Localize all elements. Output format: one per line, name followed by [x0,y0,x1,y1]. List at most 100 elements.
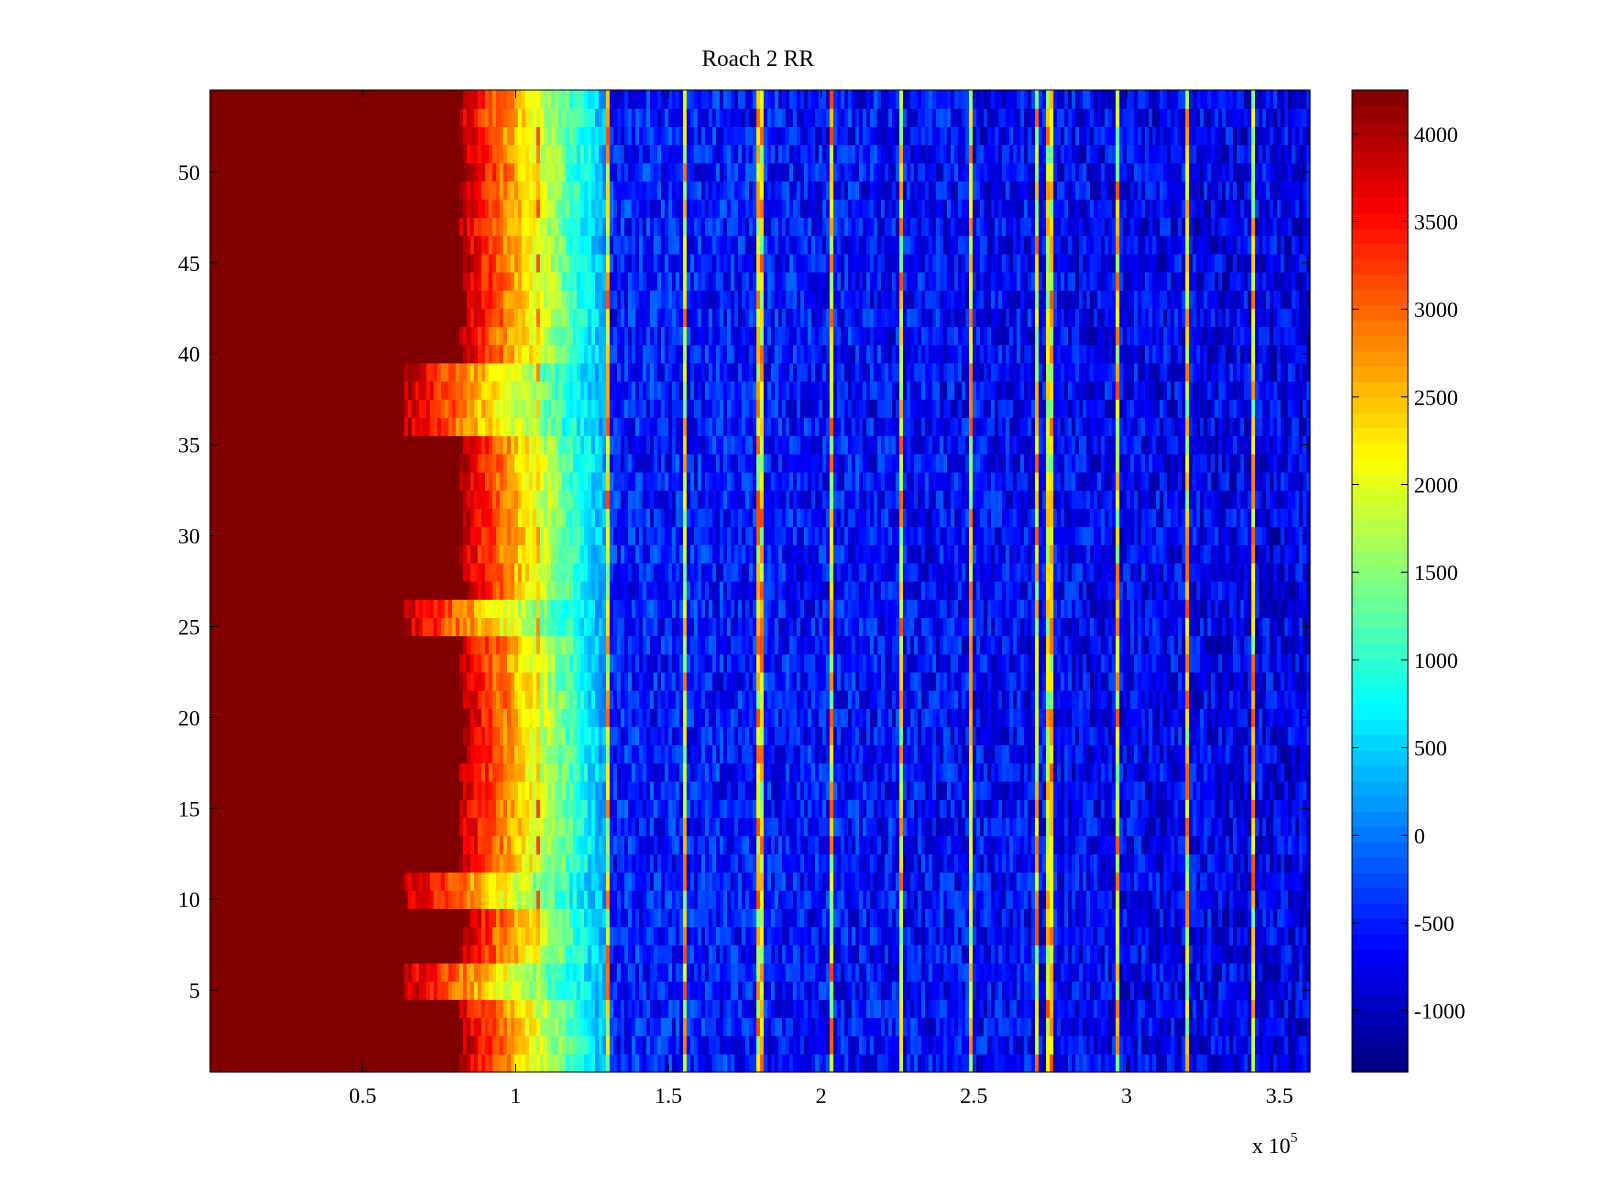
heatmap-cell [929,854,933,873]
heatmap-cell [1013,1036,1017,1055]
heatmap-cell [617,781,621,800]
heatmap-cell [404,927,408,946]
heatmap-cell [973,908,977,927]
heatmap-cell [1138,872,1142,891]
heatmap-cell [731,890,735,909]
heatmap-cell [720,836,724,855]
heatmap-cell [507,1054,511,1073]
heatmap-cell [958,836,962,855]
heatmap-cell [1218,872,1222,891]
heatmap-cell [272,890,276,909]
heatmap-cell [514,999,518,1018]
heatmap-cell [734,854,738,873]
heatmap-cell [1123,836,1127,855]
heatmap-cell [665,1036,669,1055]
heatmap-cell [1295,799,1299,818]
heatmap-cell [929,945,933,964]
heatmap-cell [1244,872,1248,891]
heatmap-cell [283,854,287,873]
heatmap-cell [657,1017,661,1036]
heatmap-cell [555,1036,559,1055]
heatmap-cell [1127,872,1131,891]
heatmap-cell [1094,872,1098,891]
heatmap-cell [577,1017,581,1036]
heatmap-cell [555,963,559,982]
heatmap-cell [910,999,914,1018]
heatmap-cell [782,981,786,1000]
heatmap-cell [415,872,419,891]
heatmap-cell [1149,963,1153,982]
heatmap-cell [1031,981,1035,1000]
heatmap-cell [676,781,680,800]
heatmap-cell [800,836,804,855]
heatmap-cell [1134,945,1138,964]
heatmap-cell [639,1017,643,1036]
heatmap-cell [639,781,643,800]
heatmap-cell [445,854,449,873]
heatmap-cell [536,817,540,836]
heatmap-cell [756,836,760,855]
heatmap-cell [217,999,221,1018]
heatmap-cell [375,927,379,946]
heatmap-cell [819,927,823,946]
heatmap-cell [393,1054,397,1073]
heatmap-cell [294,799,298,818]
heatmap-cell [903,836,907,855]
heatmap-cell [885,854,889,873]
heatmap-cell [276,945,280,964]
heatmap-cell [426,908,430,927]
heatmap-cell [210,836,214,855]
heatmap-cell [610,854,614,873]
heatmap-cell [844,927,848,946]
heatmap-cell [1002,981,1006,1000]
heatmap-cell [338,999,342,1018]
heatmap-cell [555,817,559,836]
heatmap-cell [342,872,346,891]
heatmap-cell [995,1036,999,1055]
heatmap-cell [496,908,500,927]
heatmap-cell [819,781,823,800]
heatmap-cell [1218,981,1222,1000]
heatmap-cell [1145,945,1149,964]
heatmap-cell [954,799,958,818]
heatmap-cell [577,799,581,818]
heatmap-cell [294,1036,298,1055]
heatmap-cell [921,999,925,1018]
heatmap-cell [1163,836,1167,855]
heatmap-cell [287,981,291,1000]
heatmap-cell [1288,854,1292,873]
heatmap-cell [1138,963,1142,982]
heatmap-cell [379,781,383,800]
heatmap-cell [1288,872,1292,891]
heatmap-cell [309,781,313,800]
heatmap-cell [925,799,929,818]
heatmap-cell [239,981,243,1000]
heatmap-cell [1105,817,1109,836]
heatmap-cell [723,836,727,855]
heatmap-cell [547,836,551,855]
heatmap-cell [690,890,694,909]
heatmap-cell [1112,836,1116,855]
heatmap-cell [1105,836,1109,855]
heatmap-cell [1141,963,1145,982]
heatmap-cell [276,854,280,873]
heatmap-cell [503,963,507,982]
heatmap-cell [668,945,672,964]
heatmap-cell [452,817,456,836]
heatmap-cell [1057,963,1061,982]
heatmap-cell [1196,981,1200,1000]
heatmap-cell [551,763,555,782]
heatmap-cell [1281,908,1285,927]
heatmap-cell [371,927,375,946]
heatmap-cell [221,872,225,891]
heatmap-cell [533,781,537,800]
heatmap-cell [1163,1036,1167,1055]
heatmap-cell [892,872,896,891]
heatmap-cell [624,872,628,891]
heatmap-cell [577,1036,581,1055]
heatmap-cell [617,817,621,836]
heatmap-cell [239,908,243,927]
heatmap-cell [415,781,419,800]
heatmap-cell [287,854,291,873]
heatmap-cell [947,799,951,818]
